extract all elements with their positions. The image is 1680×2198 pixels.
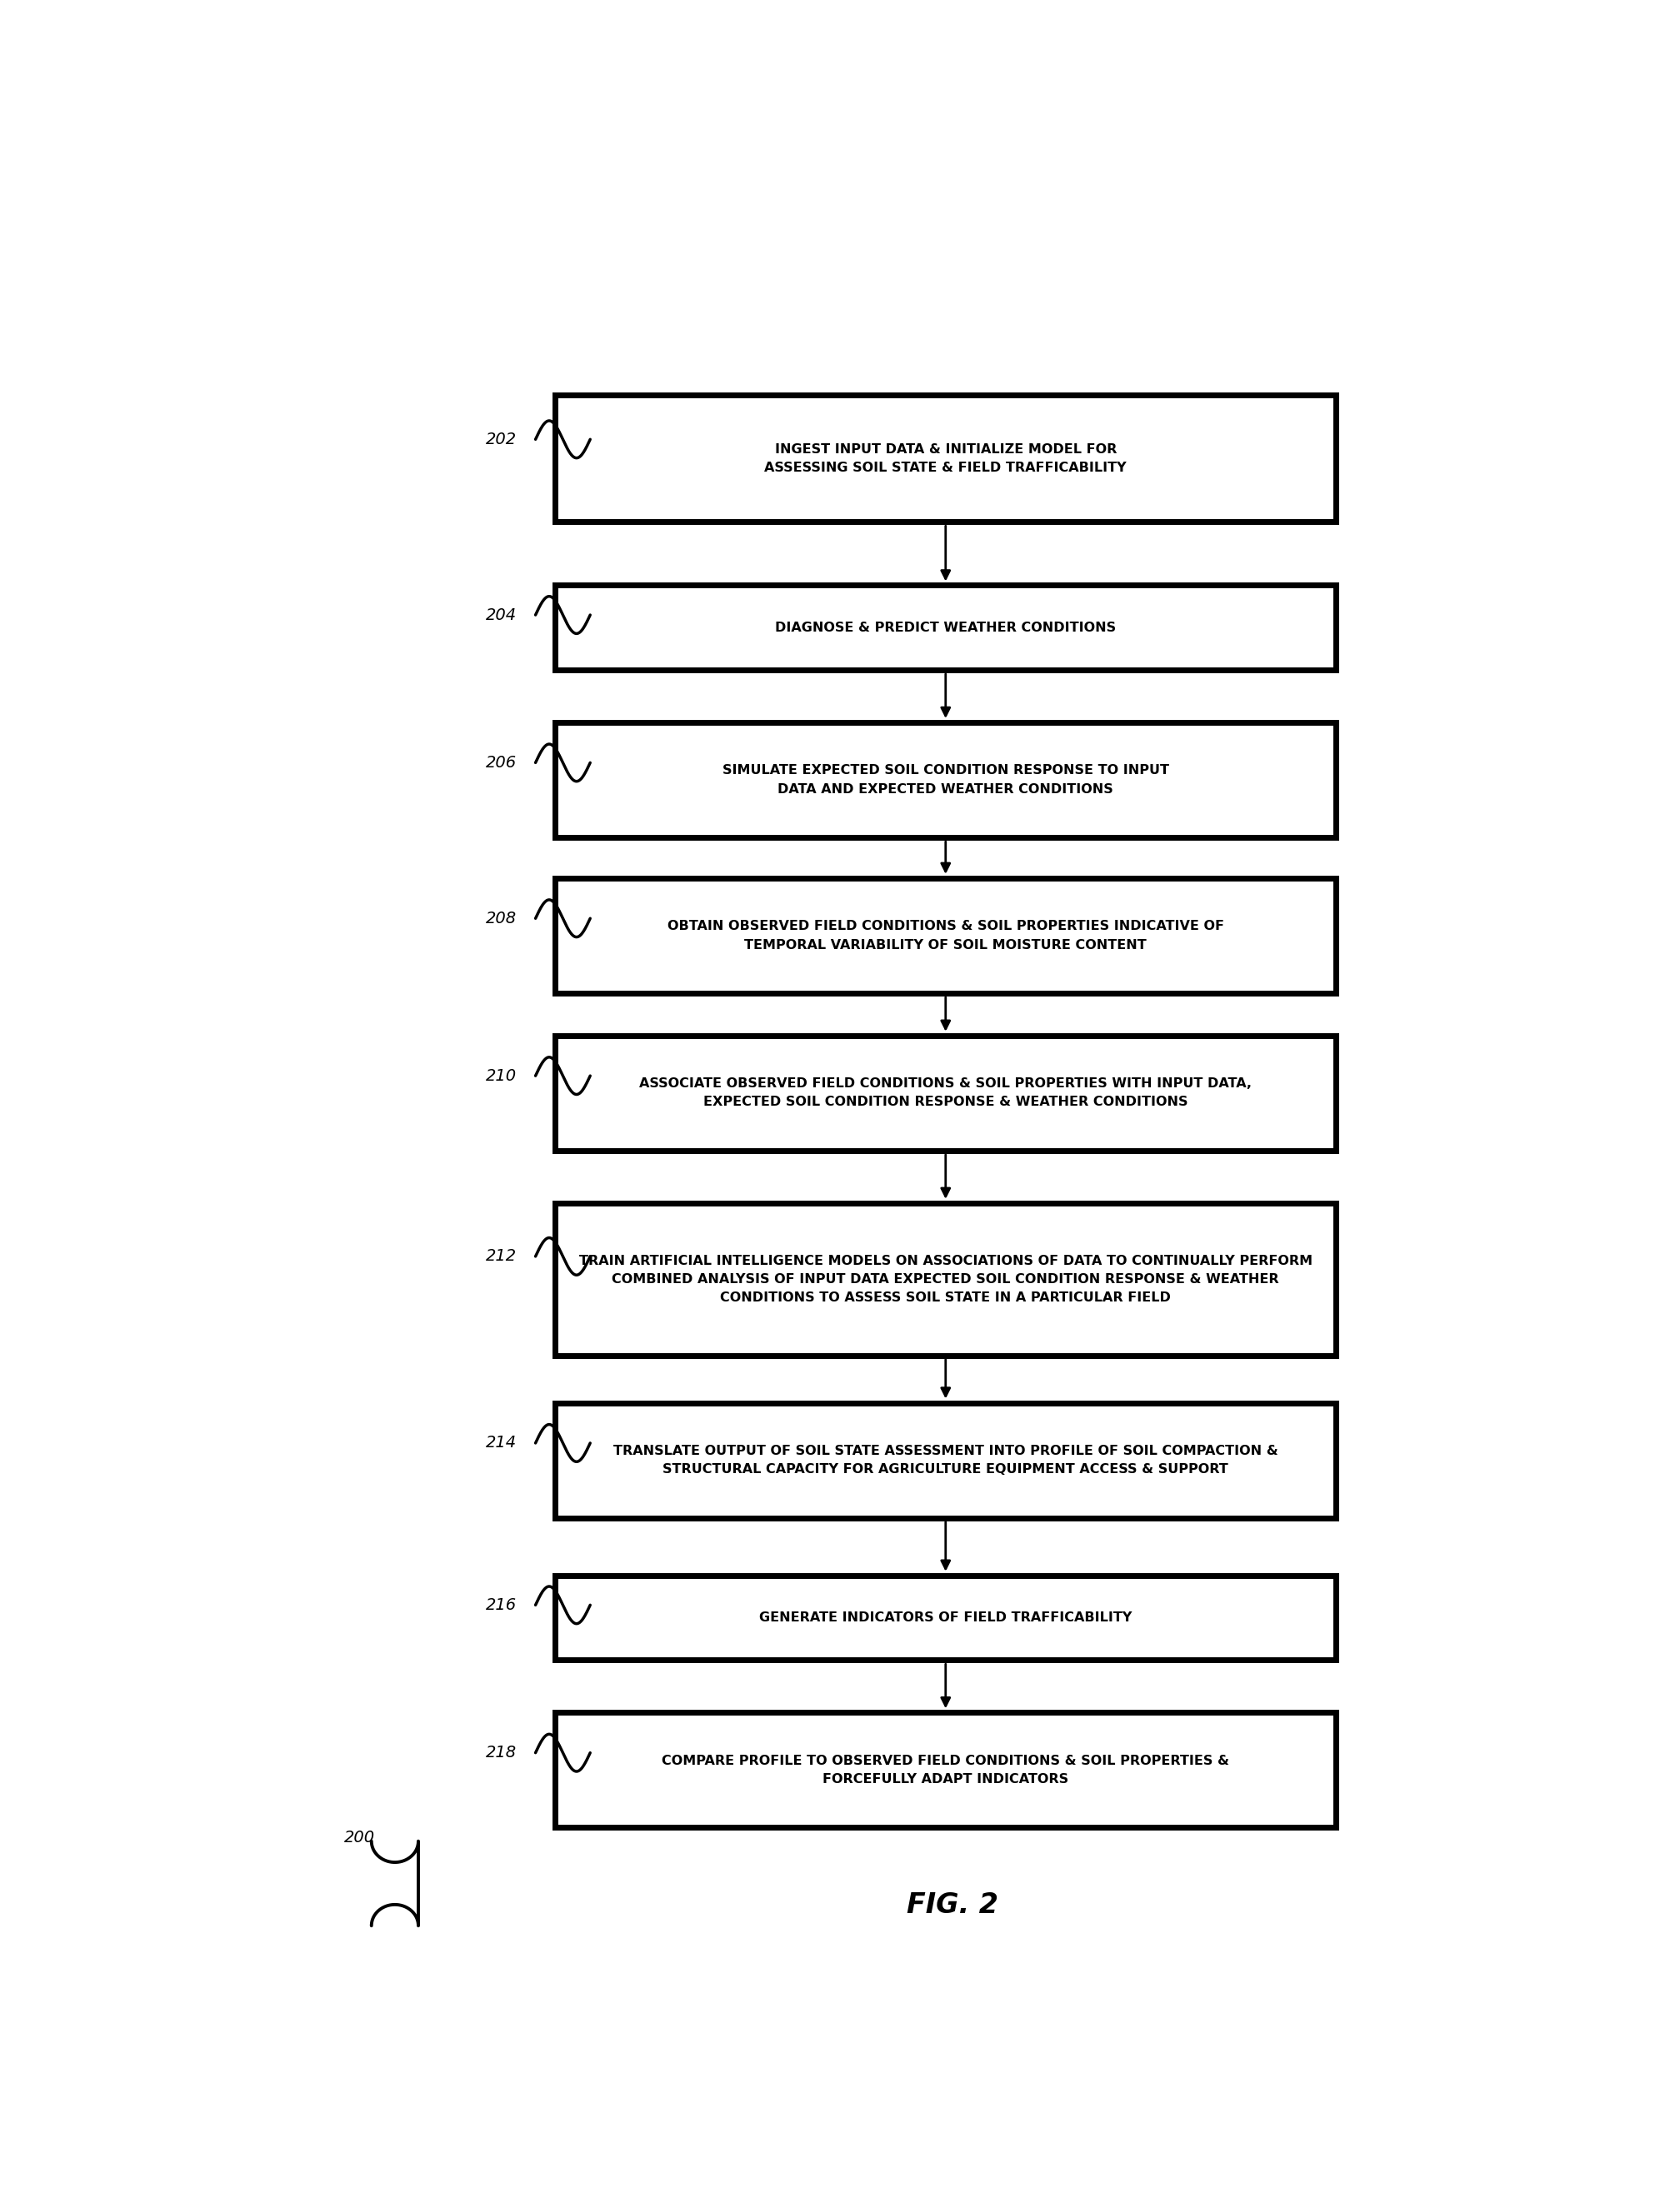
Bar (554, 1402, 1336, 1519)
Text: COMPARE PROFILE TO OBSERVED FIELD CONDITIONS & SOIL PROPERTIES &
FORCEFULLY ADAP: COMPARE PROFILE TO OBSERVED FIELD CONDIT… (662, 1754, 1230, 1785)
Bar (554, 396, 1336, 521)
Text: 212: 212 (486, 1248, 517, 1264)
Text: 214: 214 (486, 1435, 517, 1451)
Text: GENERATE INDICATORS OF FIELD TRAFFICABILITY: GENERATE INDICATORS OF FIELD TRAFFICABIL… (759, 1611, 1132, 1624)
Text: 202: 202 (486, 431, 517, 446)
Text: SIMULATE EXPECTED SOIL CONDITION RESPONSE TO INPUT
DATA AND EXPECTED WEATHER CON: SIMULATE EXPECTED SOIL CONDITION RESPONS… (722, 765, 1169, 796)
Bar (554, 1712, 1336, 1827)
Bar (554, 1576, 1336, 1659)
Text: 206: 206 (486, 754, 517, 771)
Text: FIG. 2: FIG. 2 (906, 1892, 998, 1919)
Text: 204: 204 (486, 607, 517, 622)
Text: 208: 208 (486, 910, 517, 925)
Bar (554, 879, 1336, 993)
Text: DIAGNOSE & PREDICT WEATHER CONDITIONS: DIAGNOSE & PREDICT WEATHER CONDITIONS (774, 622, 1116, 633)
Bar (554, 723, 1336, 837)
Text: 216: 216 (486, 1598, 517, 1613)
Text: INGEST INPUT DATA & INITIALIZE MODEL FOR
ASSESSING SOIL STATE & FIELD TRAFFICABI: INGEST INPUT DATA & INITIALIZE MODEL FOR… (764, 442, 1127, 475)
Text: ASSOCIATE OBSERVED FIELD CONDITIONS & SOIL PROPERTIES WITH INPUT DATA,
EXPECTED : ASSOCIATE OBSERVED FIELD CONDITIONS & SO… (640, 1077, 1252, 1108)
Text: OBTAIN OBSERVED FIELD CONDITIONS & SOIL PROPERTIES INDICATIVE OF
TEMPORAL VARIAB: OBTAIN OBSERVED FIELD CONDITIONS & SOIL … (667, 921, 1225, 952)
Text: 210: 210 (486, 1068, 517, 1084)
Bar (554, 1035, 1336, 1150)
Bar (554, 1202, 1336, 1356)
Bar (554, 585, 1336, 670)
Text: 218: 218 (486, 1745, 517, 1761)
Text: TRANSLATE OUTPUT OF SOIL STATE ASSESSMENT INTO PROFILE OF SOIL COMPACTION &
STRU: TRANSLATE OUTPUT OF SOIL STATE ASSESSMEN… (613, 1444, 1278, 1475)
Text: TRAIN ARTIFICIAL INTELLIGENCE MODELS ON ASSOCIATIONS OF DATA TO CONTINUALLY PERF: TRAIN ARTIFICIAL INTELLIGENCE MODELS ON … (580, 1255, 1312, 1303)
Text: 200: 200 (344, 1829, 375, 1846)
